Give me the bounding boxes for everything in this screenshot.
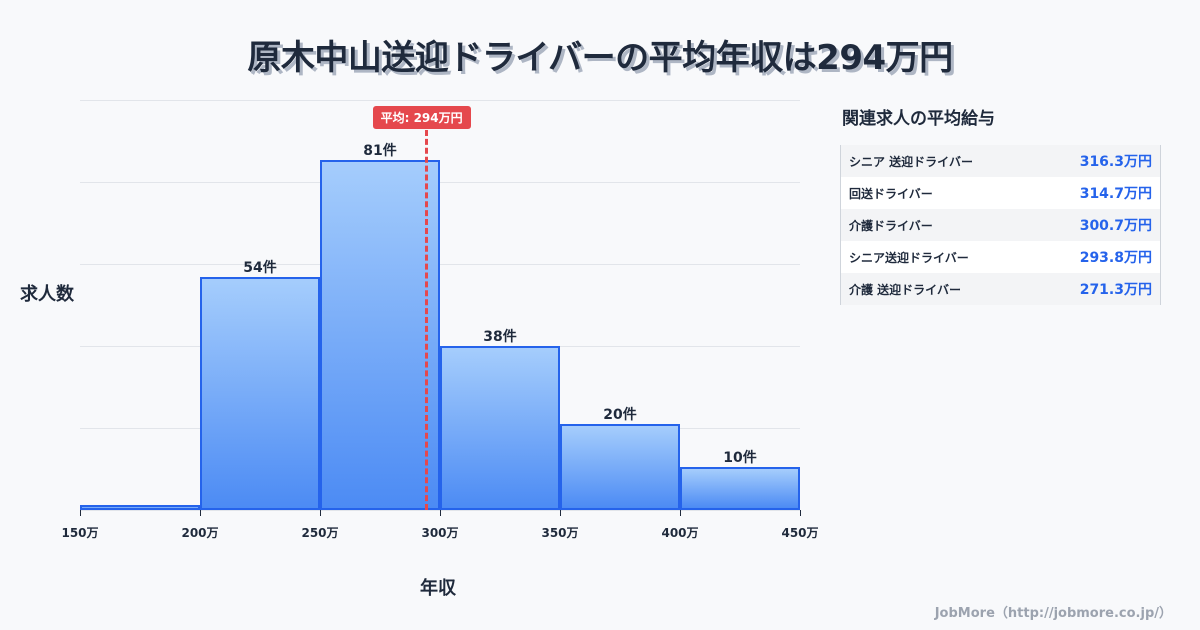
plot-area: 54件 81件 38件 20件 10件 平均: 294万円 — [80, 100, 800, 511]
job-salary: 316.3万円 — [1079, 154, 1152, 170]
x-tick — [80, 510, 81, 516]
job-name: 介護 送迎ドライバー — [849, 282, 961, 297]
bar-value-label: 38件 — [483, 329, 517, 345]
table-row: 介護 送迎ドライバー 271.3万円 — [841, 273, 1160, 305]
histogram-bar — [80, 505, 200, 510]
histogram-bar — [200, 276, 320, 510]
y-axis-label: 求人数 — [20, 284, 74, 305]
gridline — [80, 264, 800, 265]
job-salary: 314.7万円 — [1079, 186, 1152, 202]
histogram-bar — [440, 346, 560, 510]
bar-value-label: 20件 — [603, 406, 637, 423]
job-salary: 300.7万円 — [1079, 218, 1152, 234]
related-jobs-table: シニア 送迎ドライバー 316.3万円 回送ドライバー 314.7万円 介護ドラ… — [840, 145, 1161, 305]
histogram-bar — [680, 466, 800, 510]
average-badge: 平均: 294万円 — [372, 106, 471, 129]
x-tick-label: 450万 — [781, 526, 819, 540]
histogram-bar — [560, 423, 680, 510]
footer-credit: JobMore（http://jobmore.co.jp/） — [934, 606, 1172, 621]
x-tick — [680, 510, 681, 516]
x-tick-label: 350万 — [541, 526, 579, 540]
x-tick — [440, 510, 441, 516]
gridline — [80, 182, 800, 183]
table-row: 介護ドライバー 300.7万円 — [841, 209, 1160, 241]
x-tick-label: 400万 — [661, 526, 699, 540]
histogram-bar — [320, 160, 440, 510]
job-name: 回送ドライバー — [849, 186, 933, 201]
bar-value-label: 54件 — [243, 259, 277, 276]
job-salary: 293.8万円 — [1079, 250, 1152, 266]
bar-value-label: 81件 — [363, 143, 397, 160]
job-salary: 271.3万円 — [1079, 282, 1152, 298]
x-tick — [560, 510, 561, 516]
x-tick-label: 250万 — [301, 526, 339, 540]
job-name: シニア送迎ドライバー — [849, 250, 969, 265]
job-name: シニア 送迎ドライバー — [849, 154, 973, 169]
table-row: 回送ドライバー 314.7万円 — [841, 177, 1160, 209]
x-tick-label: 300万 — [421, 526, 459, 540]
x-tick-label: 150万 — [61, 526, 99, 540]
table-row: シニア送迎ドライバー 293.8万円 — [841, 241, 1160, 273]
job-name: 介護ドライバー — [849, 218, 933, 233]
chart-title: 原木中山送迎ドライバーの平均年収は294万円 — [247, 38, 953, 78]
x-tick-label: 200万 — [181, 526, 219, 540]
x-tick — [800, 510, 801, 516]
x-axis-label: 年収 — [420, 578, 456, 599]
bar-value-label: 10件 — [723, 449, 757, 466]
x-tick — [320, 510, 321, 516]
average-line — [424, 130, 428, 510]
table-row: シニア 送迎ドライバー 316.3万円 — [841, 145, 1160, 177]
x-tick — [200, 510, 201, 516]
side-panel-title: 関連求人の平均給与 — [842, 109, 995, 129]
gridline — [80, 100, 800, 101]
